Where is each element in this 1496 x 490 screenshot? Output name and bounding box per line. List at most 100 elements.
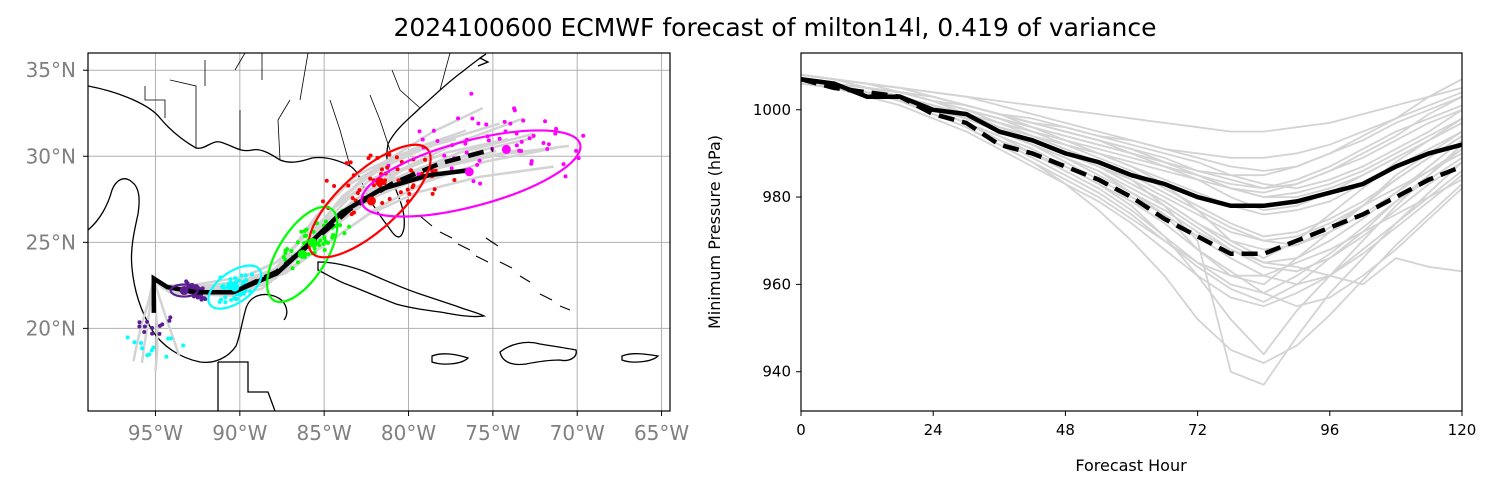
map-lat-tick-label: 35°N xyxy=(26,58,76,82)
mean-pressure-lines xyxy=(801,76,1462,257)
uncertainty-ellipse xyxy=(307,143,432,259)
ensemble-position-dot xyxy=(243,273,248,278)
ensemble-position-dot xyxy=(138,341,143,346)
ensemble-position-dot xyxy=(432,187,437,192)
ensemble-position-dot xyxy=(202,296,207,301)
ensemble-position-dot xyxy=(137,324,142,329)
ensemble-position-dot xyxy=(512,106,517,111)
ensemble-position-dot xyxy=(347,224,352,229)
ensemble-position-dot xyxy=(430,191,435,196)
ensemble-position-dot xyxy=(132,340,137,345)
x-tick-label: 72 xyxy=(1188,421,1207,439)
y-tick-label: 960 xyxy=(762,275,791,293)
ensemble-position-dot xyxy=(223,295,228,300)
ensemble-position-dot xyxy=(311,229,316,234)
jamaica xyxy=(431,353,470,365)
ensemble-position-dot xyxy=(164,354,169,359)
map-lon-tick-label: 95°W xyxy=(128,421,183,445)
ensemble-position-dot xyxy=(149,348,154,353)
ensemble-position-dot xyxy=(324,178,329,183)
ensemble-position-dot xyxy=(331,233,336,238)
ensemble-position-dot xyxy=(574,148,579,153)
ensemble-position-dot xyxy=(142,330,147,335)
ensemble-position-dot xyxy=(289,249,294,254)
ensemble-position-dot xyxy=(497,136,502,141)
ensemble-position-dot xyxy=(514,143,519,148)
ensemble-position-dot xyxy=(306,252,311,257)
ensemble-position-dot xyxy=(463,141,468,146)
ensemble-position-dot xyxy=(150,331,155,336)
ensemble-position-dot xyxy=(150,325,155,330)
ensemble-position-dot xyxy=(281,255,286,260)
ensemble-position-dot xyxy=(581,133,586,138)
ensemble-track xyxy=(140,278,156,363)
ensemble-position-dot xyxy=(368,153,373,158)
y-tick-label: 940 xyxy=(762,363,791,381)
track-map-panel: 95°W 90°W 85°W 80°W 75°W 70°W 65°W 20°N 25°N 30°N… xyxy=(26,52,689,445)
ensemble-position-dot xyxy=(469,91,474,96)
ensemble-position-dot xyxy=(531,133,536,138)
ensemble-position-dot xyxy=(235,296,240,301)
ensemble-position-dot xyxy=(394,155,399,160)
x-tick-label: 120 xyxy=(1448,421,1477,439)
ensemble-position-dot xyxy=(322,236,327,241)
ne-coast xyxy=(477,53,490,67)
ensemble-position-dot xyxy=(449,166,454,171)
hispaniola xyxy=(499,341,577,366)
y-axis-label: Minimum Pressure (hPa) xyxy=(705,135,724,329)
map-lon-tick-label: 85°W xyxy=(297,421,352,445)
ensemble-position-dot xyxy=(541,141,546,146)
ensemble-position-dot xyxy=(332,184,337,189)
ensemble-position-dot xyxy=(350,196,355,201)
ensemble-position-dot xyxy=(521,118,526,123)
ensemble-track xyxy=(152,146,558,292)
ensemble-position-dot xyxy=(355,191,360,196)
member-pressure-line xyxy=(801,78,1462,216)
ensemble-position-dot xyxy=(470,116,475,121)
x-axis-label: Forecast Hour xyxy=(1075,456,1187,475)
ensemble-position-dot xyxy=(484,122,489,127)
ensemble-position-dot xyxy=(140,346,145,351)
bahamas xyxy=(419,215,571,311)
ensemble-position-dot xyxy=(237,278,242,283)
member-pressure-lines xyxy=(801,73,1462,386)
mean-position-marker xyxy=(179,286,189,296)
ensemble-position-dot xyxy=(405,187,410,192)
mean-track-dashed xyxy=(196,147,494,295)
ensemble-position-dot xyxy=(304,227,309,232)
ensemble-position-dot xyxy=(423,157,428,162)
ensemble-position-dot xyxy=(554,126,559,131)
mean-position-marker xyxy=(297,249,307,259)
ensemble-position-dot xyxy=(249,272,254,277)
ensemble-position-dot xyxy=(519,139,524,144)
uncertainty-ellipse xyxy=(360,129,582,218)
uncertainty-ellipses xyxy=(169,129,582,310)
ensemble-position-dot xyxy=(145,353,150,358)
ensemble-position-dot xyxy=(546,142,551,147)
ensemble-position-dot xyxy=(301,241,306,246)
ensemble-position-dot xyxy=(299,229,304,234)
pressure-ticks: 0 24 48 72 96 120 940 960 980 1000 xyxy=(753,101,1477,439)
map-lon-tick-label: 80°W xyxy=(381,421,436,445)
y-tick-label: 1000 xyxy=(753,101,791,119)
ensemble-position-dot xyxy=(320,199,325,204)
ensemble-position-dot xyxy=(398,190,403,195)
ensemble-position-dot xyxy=(475,162,480,167)
ensemble-position-dot xyxy=(221,285,226,290)
ensemble-position-dot xyxy=(242,280,247,285)
ensemble-position-dot xyxy=(228,277,233,282)
ensemble-position-dot xyxy=(385,165,390,170)
ensemble-position-dot xyxy=(348,160,353,165)
map-lat-tick-label: 30°N xyxy=(26,144,76,168)
ensemble-position-dot xyxy=(420,137,425,142)
ensemble-position-dot xyxy=(407,191,412,196)
ensemble-position-dot xyxy=(396,178,401,183)
ensemble-position-dot xyxy=(529,159,534,164)
ensemble-position-dot xyxy=(167,318,172,323)
ensemble-position-dot xyxy=(295,260,300,265)
ensemble-position-dot xyxy=(351,210,356,215)
ensemble-position-dot xyxy=(527,136,532,141)
ensemble-position-dot xyxy=(519,148,524,153)
ensemble-position-dot xyxy=(395,167,400,172)
